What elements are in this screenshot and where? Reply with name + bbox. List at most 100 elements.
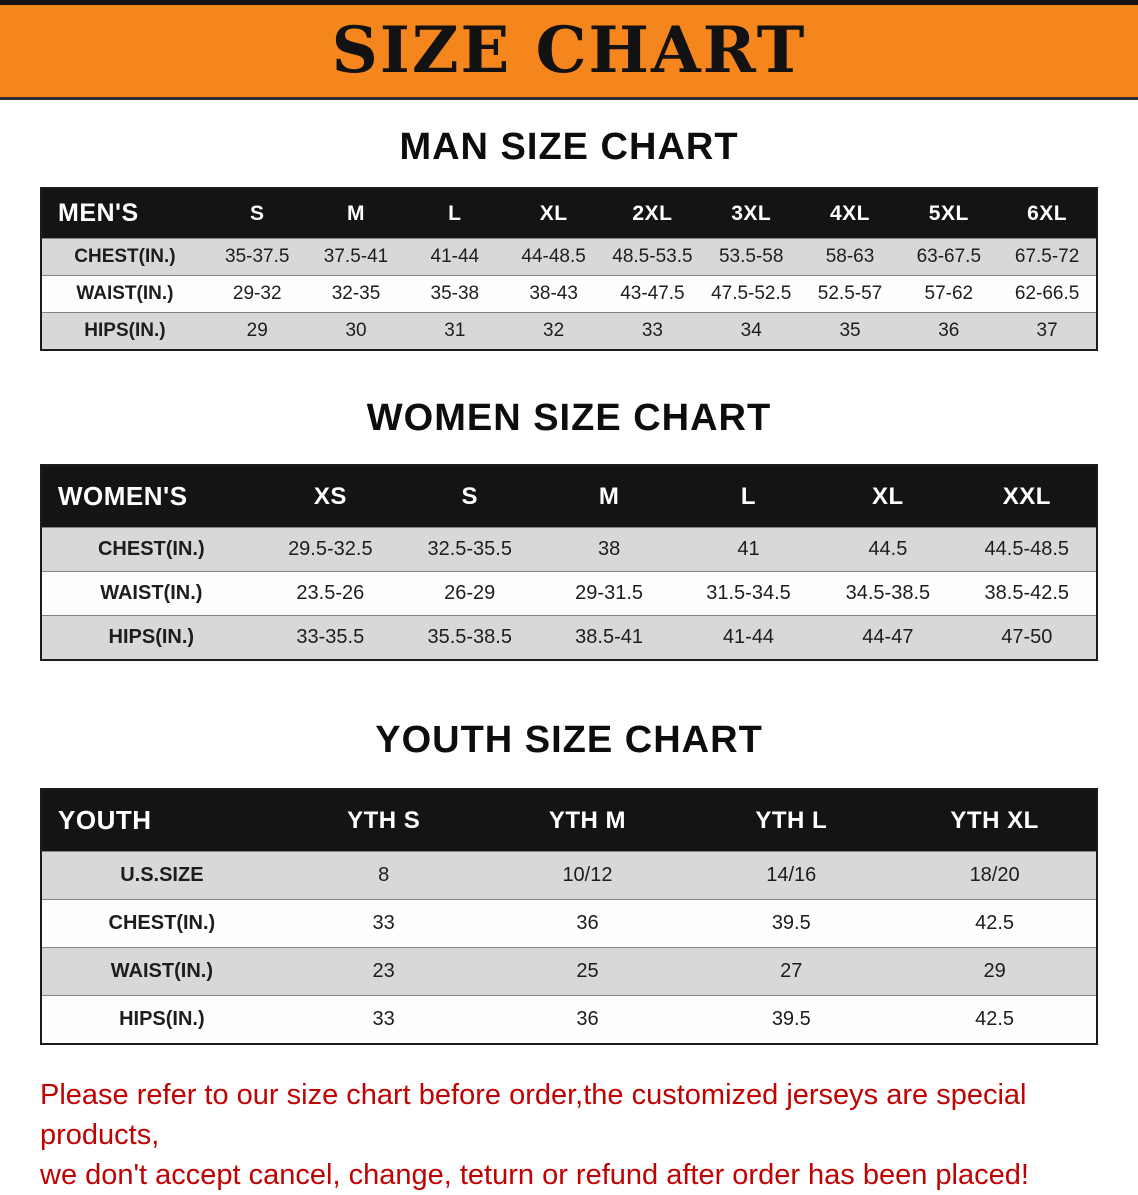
size-value-cell: 33 <box>372 1008 395 1030</box>
row-label-cell: CHEST(IN.) <box>74 246 176 267</box>
size-value-cell: 34 <box>740 320 762 341</box>
size-column-header-cell: YTH XL <box>893 789 1097 852</box>
size-column-header-cell: 4XL <box>800 188 900 239</box>
size-value-cell: 33-35.5 <box>296 626 365 648</box>
size-value-cell: 30 <box>345 320 367 341</box>
size-value-cell: 35-38 <box>430 283 480 304</box>
size-value-cell: 33 <box>641 320 663 341</box>
size-value-cell: 38.5-42.5 <box>984 582 1070 604</box>
size-value-cell: 44-47 <box>862 626 914 648</box>
size-value-cell: 38 <box>597 538 621 560</box>
size-value-cell: 67.5-72 <box>1014 246 1080 267</box>
size-value-cell: 44-48.5 <box>521 246 586 267</box>
notice-line-1: Please refer to our size chart before or… <box>40 1079 1027 1151</box>
row-label-cell: WAIST(IN.) <box>76 283 174 304</box>
size-value-cell: 10/12 <box>562 864 613 886</box>
table-title-cell: WOMEN'S <box>41 465 261 528</box>
size-column-header-cell: L <box>405 188 505 239</box>
size-value-cell: 23 <box>372 960 395 982</box>
size-value-cell: 36 <box>938 320 960 341</box>
size-value-cell: 14/16 <box>766 864 817 886</box>
size-value-cell: 23.5-26 <box>296 582 365 604</box>
size-value-cell: 53.5-58 <box>718 246 784 267</box>
row-label-cell: CHEST(IN.) <box>97 538 205 560</box>
size-column-header-cell: S <box>400 465 540 528</box>
measurement-row: WAIST(IN.) 29-32 32-35 35-38 38-43 43-47.5 47.… <box>41 275 1097 313</box>
size-value-cell: 32-35 <box>331 283 381 304</box>
men-size-section: MAN SIZE CHART MEN'S S M L XL 2XL 3XL 4XL 5XL 6XL… <box>0 126 1138 351</box>
size-value-cell: 29 <box>983 960 1006 982</box>
size-column-header-cell: M <box>306 188 406 239</box>
measurement-row: WAIST(IN.) 23 25 27 29 <box>41 947 1097 996</box>
table-header-row: YOUTH YTH S YTH M YTH L YTH XL <box>41 789 1097 852</box>
table-title-cell: YOUTH <box>41 789 282 852</box>
page-title: SIZE CHART <box>331 13 807 88</box>
size-value-cell: 31 <box>444 320 466 341</box>
size-value-cell: 25 <box>576 960 599 982</box>
size-value-cell: 32.5-35.5 <box>427 538 512 560</box>
notice-line-2: we don't accept cancel, change, teturn o… <box>40 1159 1029 1191</box>
size-column-header-cell: XL <box>818 465 958 528</box>
size-value-cell: 38-43 <box>529 283 578 304</box>
size-value-cell: 47-50 <box>1001 626 1053 648</box>
row-label-cell: HIPS(IN.) <box>108 626 195 648</box>
row-label-cell: WAIST(IN.) <box>110 960 213 982</box>
size-value-cell: 27 <box>780 960 803 982</box>
size-column-header-cell: 2XL <box>603 188 702 239</box>
size-value-cell: 35-37.5 <box>225 246 290 267</box>
table-header-row: WOMEN'S XS S M L XL XXL <box>41 465 1097 528</box>
banner: SIZE CHART <box>0 0 1138 100</box>
size-value-cell: 44.5-48.5 <box>984 538 1070 560</box>
size-value-cell: 35.5-38.5 <box>427 626 512 648</box>
measurement-row: HIPS(IN.) 29 30 31 32 33 34 35 36 37 <box>41 312 1097 350</box>
row-label-cell: U.S.SIZE <box>120 864 204 886</box>
size-value-cell: 33 <box>372 912 395 934</box>
size-column-header-cell: YTH L <box>689 789 894 852</box>
size-value-cell: 47.5-52.5 <box>711 283 792 304</box>
measurement-row: HIPS(IN.) 33 36 39.5 42.5 <box>41 995 1097 1044</box>
size-value-cell: 37.5-41 <box>323 246 389 267</box>
measurement-row: HIPS(IN.) 33-35.5 35.5-38.5 38.5-41 41-44 44-… <box>41 615 1097 660</box>
size-value-cell: 18/20 <box>969 864 1020 886</box>
size-column-header-cell: 6XL <box>998 188 1097 239</box>
size-value-cell: 31.5-34.5 <box>706 582 791 604</box>
size-value-cell: 52.5-57 <box>817 283 883 304</box>
size-column-header-cell: XXL <box>957 465 1097 528</box>
size-column-header-cell: YTH M <box>485 789 690 852</box>
women-size-table: WOMEN'S XS S M L XL XXL CHEST(IN.) 29.5-32.5 32.5… <box>40 464 1098 661</box>
size-value-cell: 38.5-41 <box>575 626 644 648</box>
measurement-row: CHEST(IN.) 33 36 39.5 42.5 <box>41 899 1097 948</box>
size-value-cell: 39.5 <box>771 1008 811 1030</box>
size-column-header-cell: 3XL <box>701 188 801 239</box>
size-value-cell: 39.5 <box>771 912 811 934</box>
youth-section-heading: YOUTH SIZE CHART <box>375 719 763 761</box>
order-notice: Please refer to our size chart before or… <box>40 1075 1138 1195</box>
size-value-cell: 43-47.5 <box>620 283 685 304</box>
row-label-cell: HIPS(IN.) <box>119 1008 205 1030</box>
row-label-cell: HIPS(IN.) <box>84 320 166 341</box>
table-header-row: MEN'S S M L XL 2XL 3XL 4XL 5XL 6XL <box>41 188 1097 239</box>
size-value-cell: 48.5-53.5 <box>612 246 693 267</box>
size-value-cell: 36 <box>576 912 599 934</box>
size-column-header-cell: 5XL <box>899 188 999 239</box>
size-value-cell: 36 <box>576 1008 599 1030</box>
size-value-cell: 34.5-38.5 <box>845 582 931 604</box>
size-value-cell: 63-67.5 <box>916 246 982 267</box>
size-value-cell: 41-44 <box>722 626 775 648</box>
size-value-cell: 41-44 <box>430 246 480 267</box>
size-value-cell: 42.5 <box>975 912 1015 934</box>
youth-size-section: YOUTH SIZE CHART YOUTH YTH S YTH M YTH L YTH… <box>0 719 1138 1045</box>
row-label-cell: CHEST(IN.) <box>108 912 216 934</box>
measurement-row: WAIST(IN.) 23.5-26 26-29 29-31.5 31.5-34.5 34… <box>41 571 1097 616</box>
size-value-cell: 29 <box>246 320 268 341</box>
measurement-row: CHEST(IN.) 35-37.5 37.5-41 41-44 44-48.5 48.5… <box>41 238 1097 276</box>
size-value-cell: 42.5 <box>975 1008 1015 1030</box>
women-section-heading: WOMEN SIZE CHART <box>366 397 772 439</box>
size-value-cell: 44.5 <box>868 538 908 560</box>
women-size-section: WOMEN SIZE CHART WOMEN'S XS S M L XL XXL CHEST(… <box>0 397 1138 661</box>
row-label-cell: WAIST(IN.) <box>100 582 203 604</box>
measurement-row: CHEST(IN.) 29.5-32.5 32.5-35.5 38 41 44.5 44.5… <box>41 527 1097 572</box>
size-value-cell: 57-62 <box>924 283 974 304</box>
size-value-cell: 29.5-32.5 <box>288 538 373 560</box>
size-column-header-cell: S <box>207 188 307 239</box>
